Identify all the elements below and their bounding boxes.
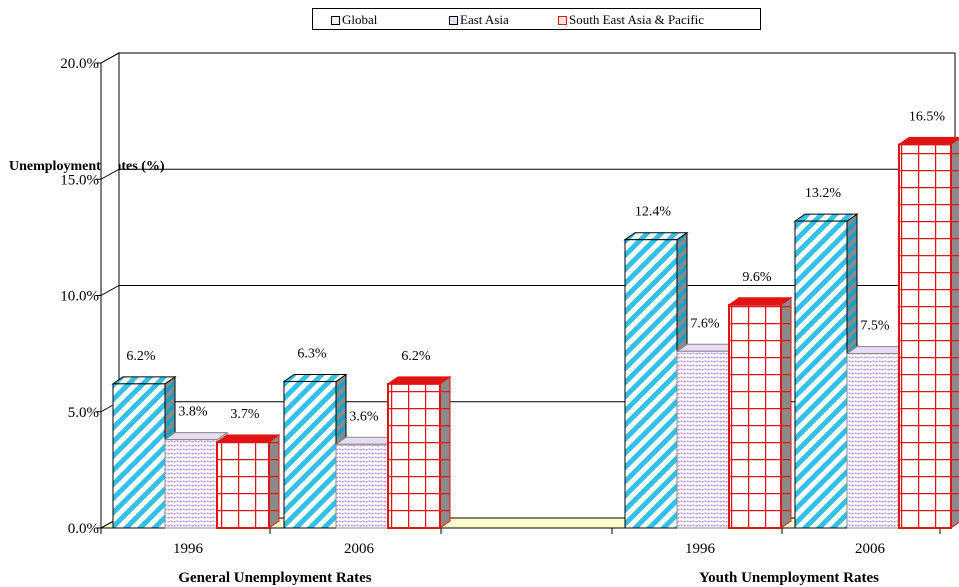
legend-swatch-global xyxy=(331,15,340,25)
bar-global xyxy=(624,239,678,529)
bar-east-asia xyxy=(846,353,900,529)
bar-sea-pacific-top xyxy=(386,376,452,385)
data-label: 3.6% xyxy=(349,409,379,424)
legend-item-east-asia: East Asia xyxy=(449,12,509,28)
x-tick-label: 1996 xyxy=(173,541,204,557)
y-axis-label: Unemployment Rates (%) xyxy=(9,159,165,174)
bar-sea-pacific xyxy=(387,382,441,529)
legend-item-sea-pacific: South East Asia & Pacific xyxy=(558,12,704,28)
x-group-label: Youth Unemployment Rates xyxy=(699,570,879,586)
legend-swatch-sea-pacific xyxy=(558,15,567,25)
bar-global xyxy=(794,220,848,529)
x-tick-label: 2006 xyxy=(855,541,886,557)
chart-legend: Global East Asia South East Asia & Pacif… xyxy=(312,8,761,30)
y-tick-label: 10.0% xyxy=(60,289,99,305)
data-label: 6.2% xyxy=(401,349,431,364)
data-label: 6.3% xyxy=(297,347,327,362)
data-label: 3.7% xyxy=(230,407,260,422)
legend-label-east-asia: East Asia xyxy=(460,12,509,27)
bar-sea-pacific-side xyxy=(268,434,280,529)
bar-sea-pacific-top xyxy=(215,434,281,443)
bar-global-top xyxy=(623,232,689,241)
bar-global-top xyxy=(793,213,859,222)
bar-sea-pacific-side xyxy=(439,375,451,529)
y-tick-label: 15.0% xyxy=(60,172,99,188)
y-tick-label: 20.0% xyxy=(60,56,99,72)
bar-east-asia xyxy=(676,350,730,529)
legend-item-global: Global xyxy=(331,12,377,28)
bar-global-top xyxy=(282,374,348,383)
bar-east-asia xyxy=(335,443,389,529)
data-label: 6.2% xyxy=(126,349,156,364)
data-label: 7.5% xyxy=(860,319,890,334)
bar-global-top xyxy=(111,376,177,385)
bar-east-asia xyxy=(164,439,218,529)
bar-sea-pacific xyxy=(216,440,270,530)
x-tick-label: 2006 xyxy=(344,541,375,557)
bar-global xyxy=(283,381,337,529)
data-label: 13.2% xyxy=(805,186,842,201)
data-label: 3.8% xyxy=(178,405,208,420)
bar-sea-pacific-top xyxy=(727,297,793,306)
gridline xyxy=(100,168,955,180)
legend-swatch-east-asia xyxy=(449,15,458,25)
data-label: 9.6% xyxy=(742,270,772,285)
bar-sea-pacific-side xyxy=(950,138,959,529)
bar-sea-pacific-top xyxy=(897,136,959,145)
x-tick-label: 1996 xyxy=(685,541,716,557)
x-group-label: General Unemployment Rates xyxy=(178,570,371,586)
data-label: 7.6% xyxy=(690,316,720,331)
gridline xyxy=(100,52,955,64)
bar-sea-pacific-side xyxy=(780,296,792,529)
y-tick-label: 0.0% xyxy=(68,521,99,537)
data-label: 16.5% xyxy=(909,109,946,124)
legend-label-sea-pacific: South East Asia & Pacific xyxy=(569,12,705,27)
data-label: 12.4% xyxy=(635,205,672,220)
bar-sea-pacific xyxy=(898,143,952,529)
bar-east-asia-top xyxy=(163,432,229,441)
bar-sea-pacific xyxy=(728,303,782,529)
bar-global xyxy=(112,383,166,529)
y-tick-label: 5.0% xyxy=(68,405,99,421)
legend-label-global: Global xyxy=(342,12,378,27)
